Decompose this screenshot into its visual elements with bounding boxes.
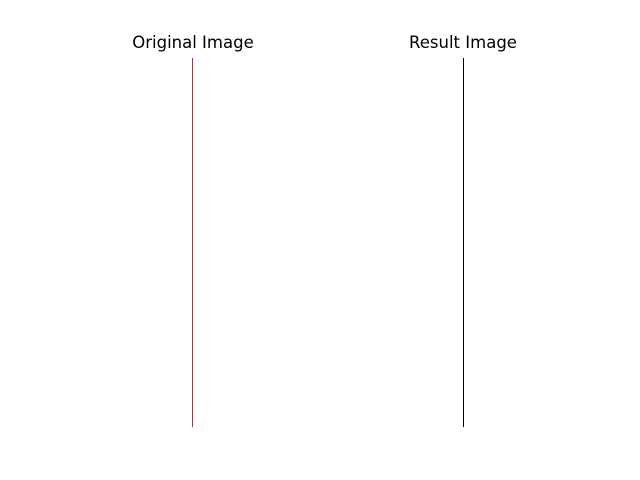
original-image-panel: Original Image xyxy=(93,0,293,480)
original-image-title: Original Image xyxy=(132,33,254,52)
result-image-panel: Result Image xyxy=(363,0,563,480)
original-image-line xyxy=(192,58,193,427)
result-image-line xyxy=(463,58,464,427)
result-image-title: Result Image xyxy=(409,33,517,52)
